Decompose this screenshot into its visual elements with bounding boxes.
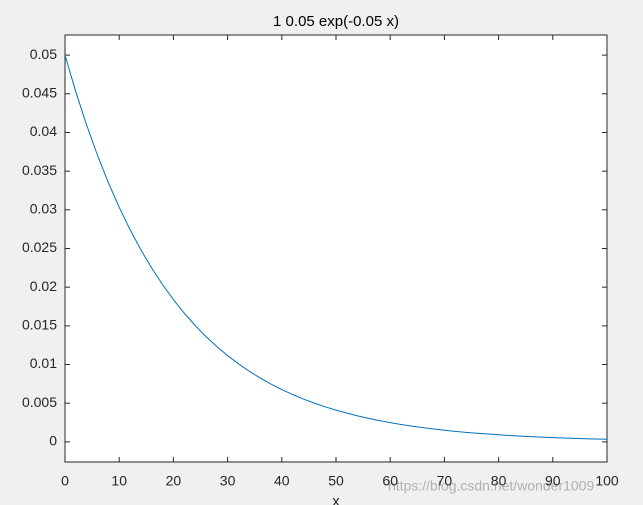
- axes-box: [64, 34, 608, 463]
- x-tick-label: 100: [595, 473, 619, 489]
- y-tick-label: 0.03: [30, 201, 57, 217]
- x-tick-label: 90: [545, 473, 561, 489]
- y-tick-label: 0.02: [30, 278, 57, 294]
- x-tick-label: 20: [166, 473, 182, 489]
- y-tick-label: 0.05: [30, 46, 57, 62]
- x-tick-label: 0: [61, 473, 69, 489]
- y-tick-label: 0.04: [30, 123, 57, 139]
- plot-area: [65, 35, 607, 462]
- y-tick-label: 0.035: [22, 162, 57, 178]
- x-tick-label: 70: [437, 473, 453, 489]
- y-tick-label: 0.025: [22, 239, 57, 255]
- y-tick-label: 0.01: [30, 355, 57, 371]
- watermark: https://blog.csdn.net/wonder1009: [388, 478, 594, 494]
- x-tick-label: 10: [111, 473, 127, 489]
- x-tick-label: 40: [274, 473, 290, 489]
- x-axis-label: x: [332, 493, 340, 505]
- x-tick-label: 60: [382, 473, 398, 489]
- x-tick-label: 80: [491, 473, 507, 489]
- chart-title: 1 0.05 exp(-0.05 x): [273, 13, 399, 30]
- x-tick-label: 50: [328, 473, 344, 489]
- y-tick-label: 0: [49, 433, 57, 449]
- y-tick-label: 0.045: [22, 84, 57, 100]
- x-tick-label: 30: [220, 473, 236, 489]
- line-series: [64, 54, 608, 440]
- y-tick-label: 0.015: [22, 317, 57, 333]
- y-tick-label: 0.005: [22, 394, 57, 410]
